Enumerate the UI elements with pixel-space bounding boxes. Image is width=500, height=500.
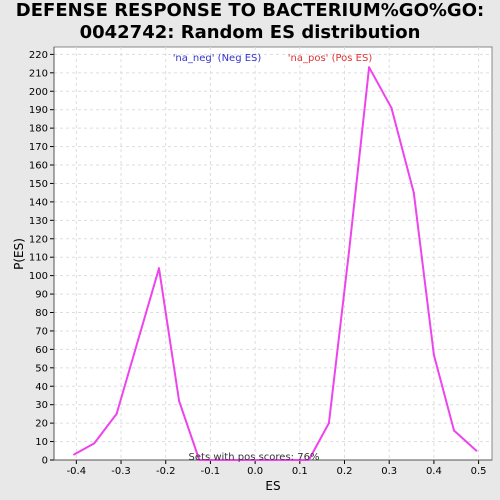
axes: -0.4 -0.3 -0.2 -0.1 0.0 0.1 0.2 0.3 0.4 0.5 0 10 20 3…: [29, 47, 492, 477]
plot-area: [53, 46, 493, 461]
y-tick-label: 180: [29, 124, 48, 135]
x-tick-label: -0.3: [111, 466, 131, 477]
x-tick-label: 0.5: [471, 466, 487, 477]
data-point: [158, 267, 160, 270]
y-tick-label: 210: [29, 68, 48, 79]
data-point: [368, 66, 371, 69]
y-tick-label: 120: [29, 234, 48, 245]
chart-title: DEFENSE RESPONSE TO BACTERIUM%GO%GO: 004…: [0, 0, 500, 44]
y-tick-label: 160: [29, 161, 48, 172]
data-point: [115, 412, 118, 415]
x-tick-label: -0.1: [201, 466, 221, 477]
y-tick-label: 10: [35, 437, 48, 448]
legend-pos-label: 'na_pos' (Pos ES): [288, 53, 373, 64]
chart-title-line-2: 0042742: Random ES distribution: [79, 22, 421, 43]
x-tick-label: 0.3: [381, 466, 397, 477]
data-point: [348, 250, 350, 253]
data-point: [218, 459, 221, 461]
y-tick-label: 170: [29, 142, 48, 153]
data-point: [178, 400, 181, 402]
x-tick-label: 0.2: [337, 466, 353, 477]
y-tick-label: 0: [42, 456, 48, 467]
y-tick-label: 220: [29, 50, 48, 61]
legend-neg-label: 'na_neg' (Neg ES): [173, 53, 262, 64]
y-tick-label: 40: [35, 382, 48, 393]
y-tick-label: 50: [35, 363, 48, 374]
x-tick-label: 0.4: [426, 466, 442, 477]
data-point: [73, 453, 76, 456]
y-tick-label: 20: [35, 419, 48, 430]
y-tick-label: 60: [35, 345, 48, 356]
data-point: [307, 459, 310, 461]
data-point: [390, 106, 393, 109]
y-tick-label: 80: [35, 308, 48, 319]
y-tick-label: 150: [29, 179, 48, 190]
x-tick-label: 0.0: [247, 466, 263, 477]
y-tick-label: 90: [35, 290, 48, 301]
chart-title-line-1: DEFENSE RESPONSE TO BACTERIUM%GO%GO:: [15, 0, 485, 21]
data-point: [198, 459, 201, 461]
y-tick-label: 140: [29, 197, 48, 208]
x-axis-label: ES: [265, 479, 280, 493]
pos-scores-annotation: Sets with pos scores: 76%: [189, 452, 320, 463]
data-point: [93, 442, 96, 445]
x-tick-label: -0.4: [67, 466, 87, 477]
data-point: [432, 353, 435, 356]
y-tick-label: 30: [35, 400, 48, 411]
y-axis-label: P(ES): [12, 238, 26, 270]
x-tick-label: -0.2: [156, 466, 176, 477]
data-point: [327, 422, 330, 425]
x-tick-label: 0.1: [292, 466, 308, 477]
data-point: [453, 429, 455, 432]
data-point: [475, 449, 478, 452]
y-tick-label: 190: [29, 105, 48, 116]
y-tick-label: 200: [29, 87, 48, 98]
y-tick-label: 110: [29, 253, 48, 264]
y-tick-label: 130: [29, 216, 48, 227]
y-tick-label: 70: [35, 326, 48, 337]
series: [73, 66, 478, 461]
data-point: [412, 191, 415, 194]
es-distribution-line: [73, 66, 478, 461]
y-tick-label: 100: [29, 271, 48, 282]
